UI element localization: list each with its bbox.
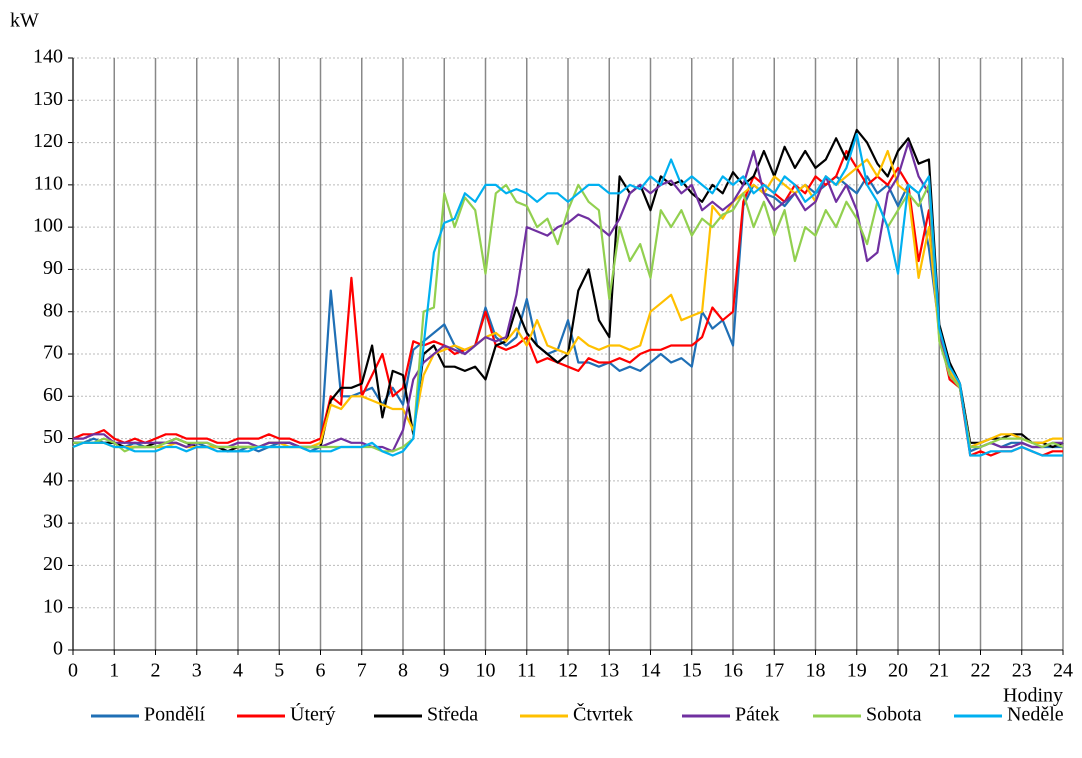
y-tick-label: 120 [33, 130, 63, 152]
x-tick-label: 7 [357, 660, 367, 682]
x-tick-label: 3 [192, 660, 202, 682]
series-line [72, 133, 1063, 457]
y-tick-label: 130 [33, 88, 63, 110]
x-tick-label: 8 [398, 660, 408, 682]
series-line [73, 183, 1064, 453]
y-tick-label: 30 [43, 511, 63, 533]
x-tick-label: 10 [476, 660, 496, 682]
y-tick-label: 60 [43, 384, 63, 406]
x-tick-label: 14 [641, 660, 661, 682]
y-tick-label: 110 [34, 172, 63, 194]
x-tick-label: 17 [764, 660, 784, 682]
x-tick-label: 13 [599, 660, 619, 682]
x-tick-label: 2 [151, 660, 161, 682]
y-tick-label: 70 [43, 342, 63, 364]
x-tick-label: 18 [806, 660, 826, 682]
y-axis-label: kW [10, 10, 39, 32]
x-tick-label: 15 [682, 660, 702, 682]
x-tick-label: 9 [439, 660, 449, 682]
x-tick-label: 21 [929, 660, 949, 682]
y-tick-label: 20 [43, 553, 63, 575]
series-line [72, 149, 1063, 457]
x-tick-label: 19 [847, 660, 867, 682]
legend-label: Pátek [735, 704, 779, 726]
x-tick-label: 16 [723, 660, 743, 682]
legend-label: Čtvrtek [573, 702, 633, 726]
x-tick-label: 11 [517, 660, 536, 682]
y-tick-label: 140 [33, 46, 63, 68]
x-tick-label: 24 [1053, 660, 1073, 682]
y-tick-label: 90 [43, 257, 63, 279]
series-line [73, 141, 1063, 453]
y-tick-label: 10 [43, 595, 63, 617]
y-tick-label: 50 [43, 426, 63, 448]
legend-label: Neděle [1007, 704, 1064, 726]
legend-label: Sobota [866, 704, 922, 726]
x-tick-label: 22 [971, 660, 991, 682]
x-tick-label: 20 [888, 660, 908, 682]
legend-label: Pondělí [144, 704, 206, 726]
x-tick-label: 5 [274, 660, 284, 682]
x-tick-label: 1 [109, 660, 119, 682]
x-tick-label: 12 [558, 660, 578, 682]
y-tick-label: 0 [53, 638, 63, 660]
x-axis-label: Hodiny [1003, 685, 1063, 707]
x-tick-label: 4 [233, 660, 243, 682]
x-tick-label: 0 [68, 660, 78, 682]
y-tick-label: 100 [33, 215, 63, 237]
x-tick-label: 6 [316, 660, 326, 682]
x-tick-label: 23 [1012, 660, 1032, 682]
y-tick-label: 80 [43, 299, 63, 321]
y-tick-label: 40 [43, 468, 63, 490]
legend-label: Středa [427, 704, 478, 726]
legend-label: Úterý [290, 702, 336, 726]
